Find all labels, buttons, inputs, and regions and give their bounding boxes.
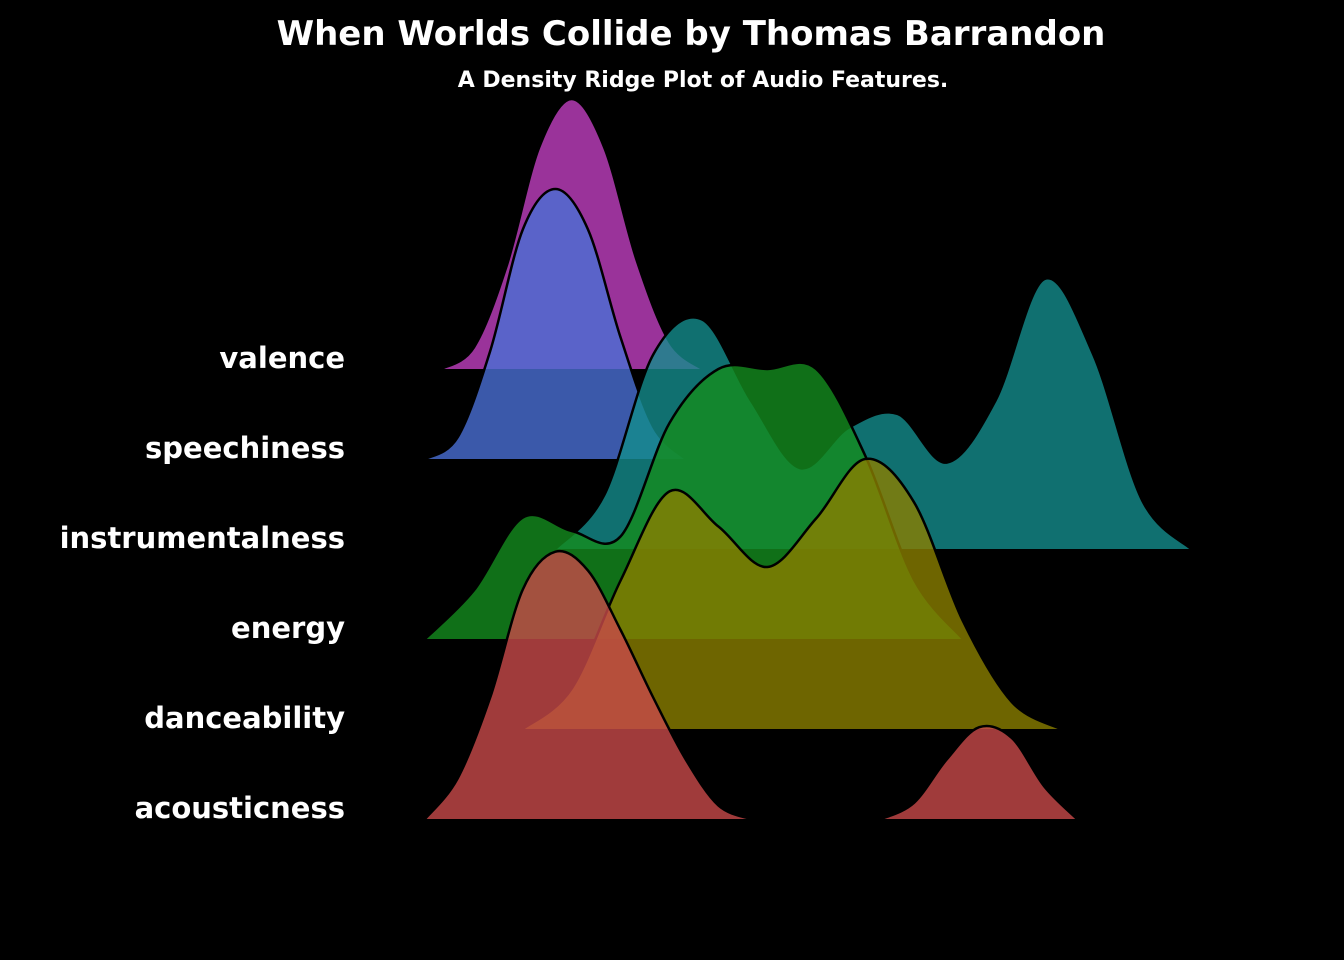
ridge-outline-acousticness-1 — [880, 724, 1078, 821]
category-labels: acousticness danceability energy instrument… — [60, 341, 346, 825]
ridge-area-speechiness — [425, 189, 686, 459]
category-label-energy: energy — [231, 611, 345, 645]
category-label-acousticness: acousticness — [135, 791, 345, 825]
chart-subtitle: A Density Ridge Plot of Audio Features. — [457, 68, 949, 93]
category-label-valence: valence — [219, 341, 345, 375]
chart-title: When Worlds Collide by Thomas Barrandon — [276, 14, 1106, 54]
category-label-speechiness: speechiness — [145, 431, 345, 465]
ridge-layers — [424, 97, 1192, 821]
ridge-outline-instrumentalness — [554, 276, 1192, 550]
category-label-danceability: danceability — [144, 701, 345, 735]
category-label-instrumentalness: instrumentalness — [60, 521, 345, 555]
ridge-area-acousticness-1 — [881, 725, 1077, 819]
ridge-area-danceability — [522, 458, 1061, 729]
ridge-outline-danceability — [522, 457, 1062, 731]
ridge-outline-acousticness-0 — [424, 549, 752, 821]
ridge-area-acousticness-0 — [425, 551, 751, 819]
ridge-outline-valence — [440, 97, 703, 371]
